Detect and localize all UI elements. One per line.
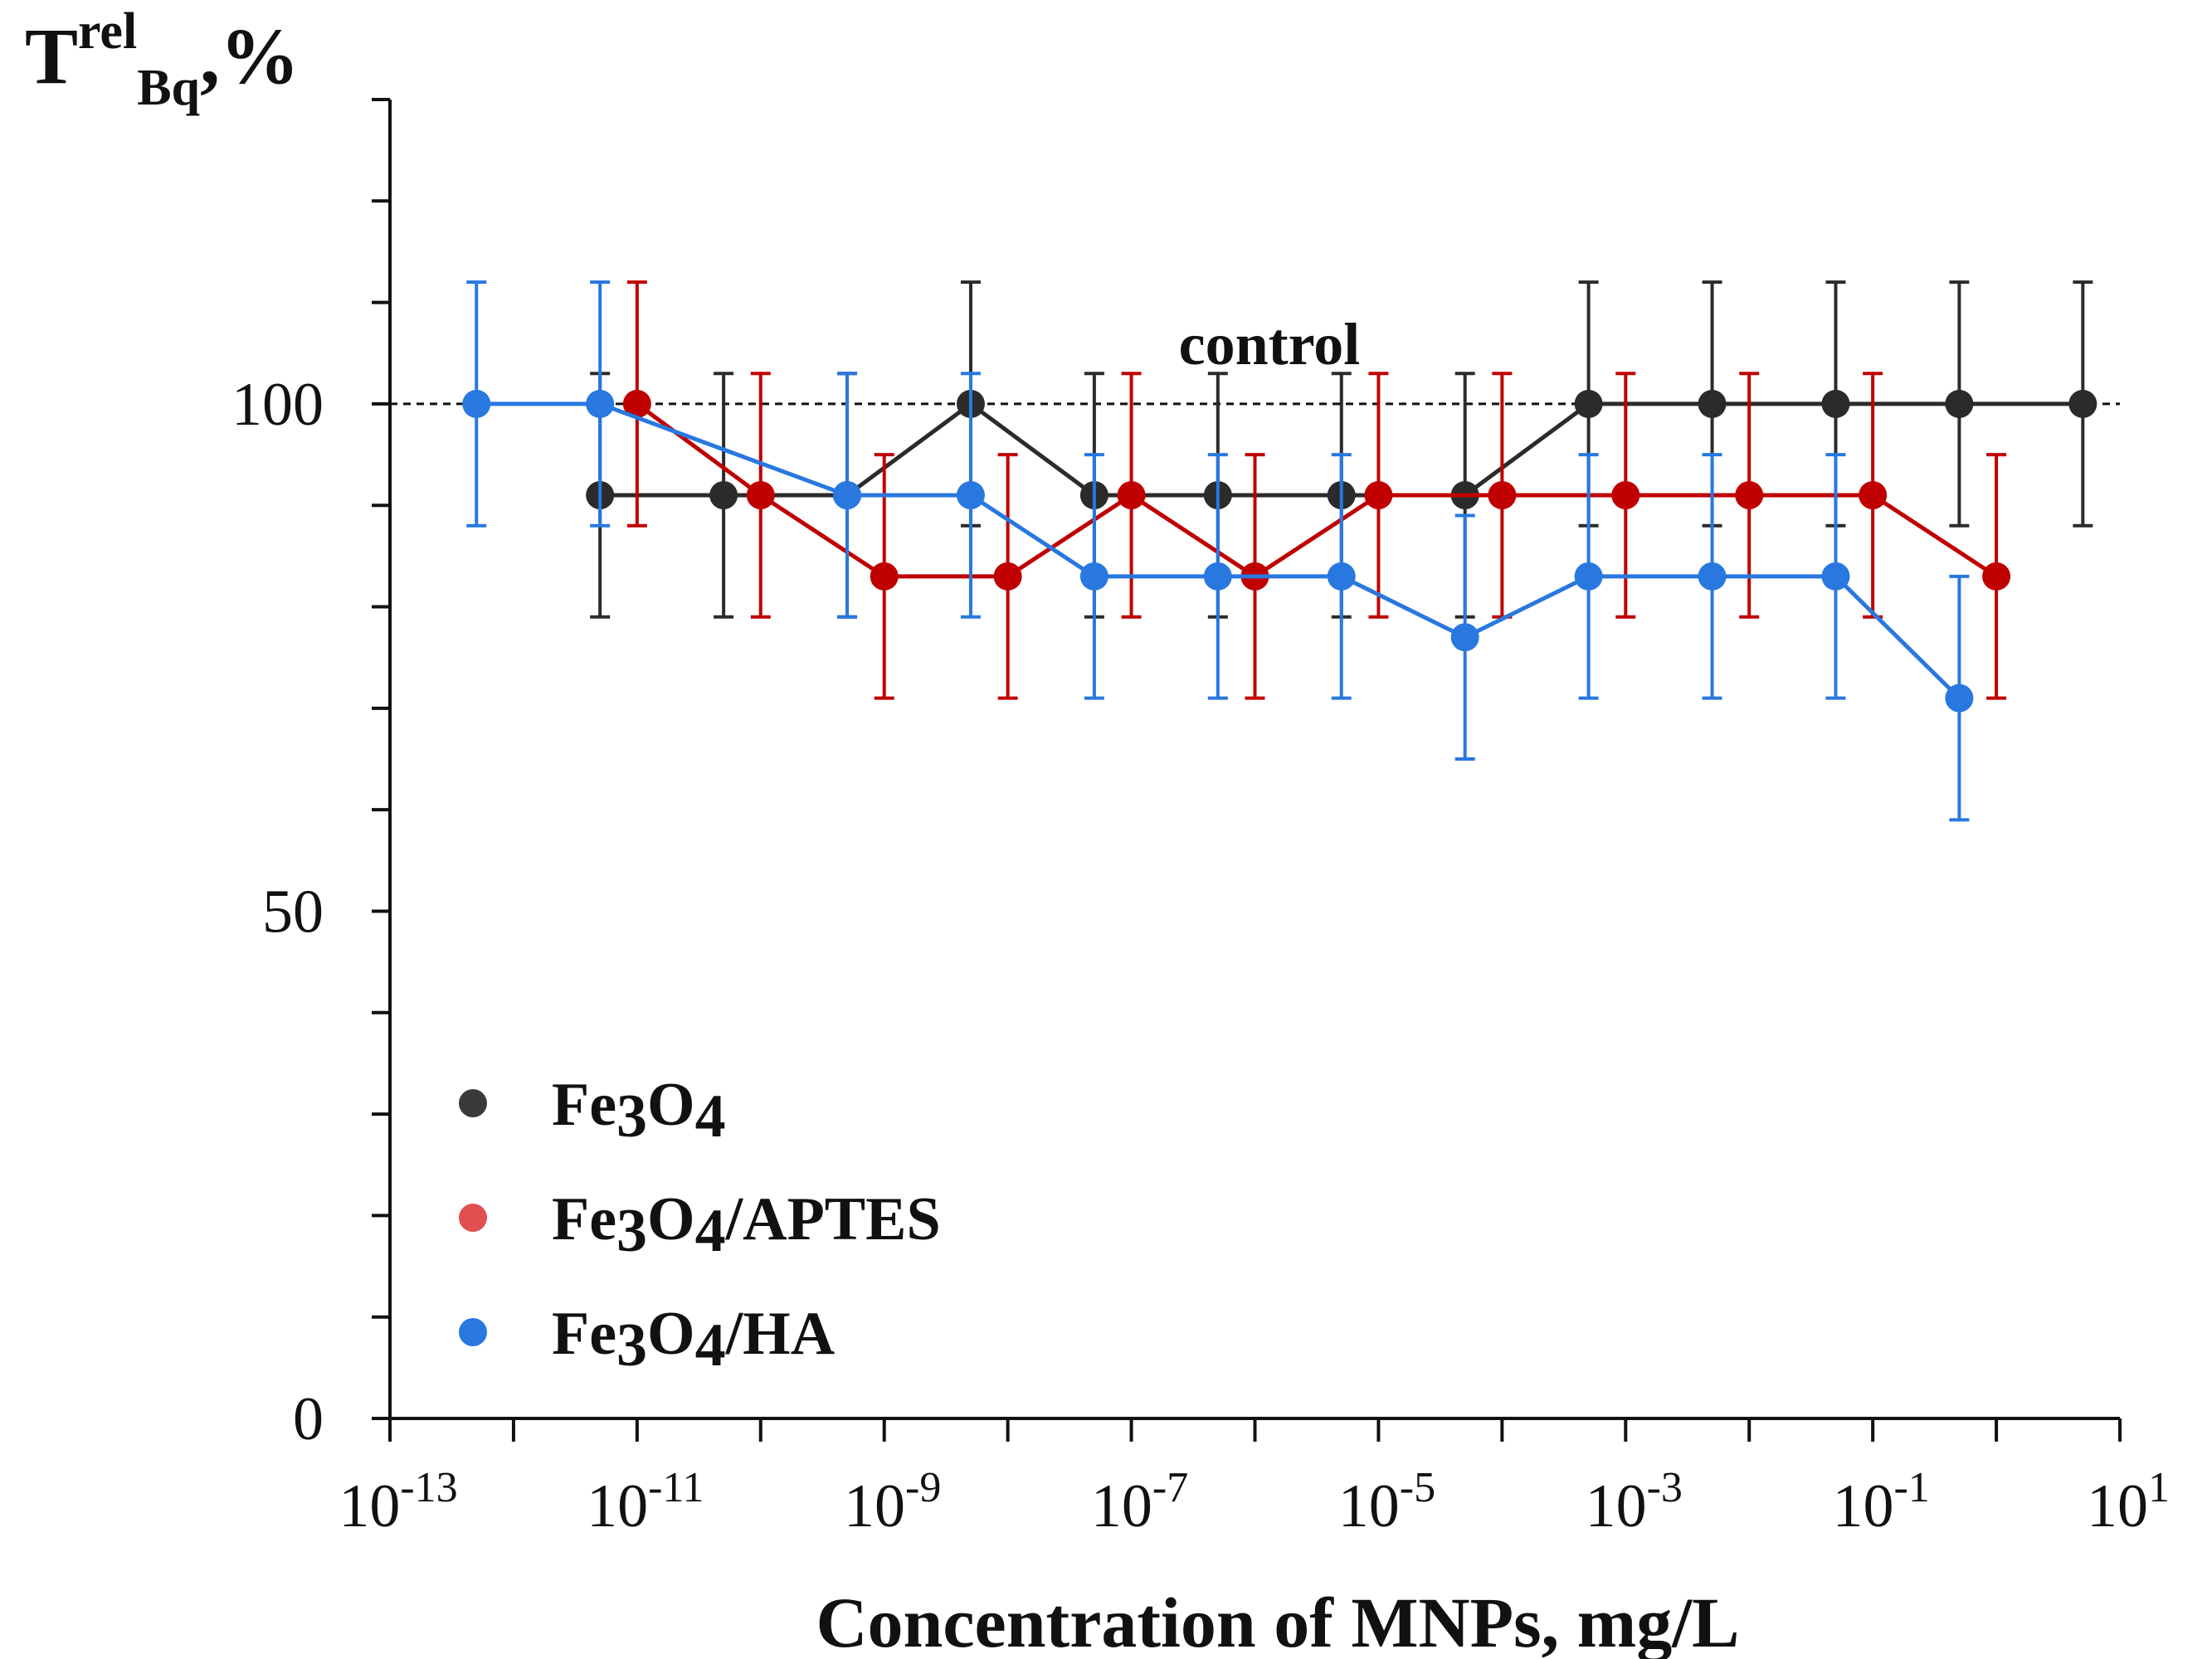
control-layer: control xyxy=(390,311,2120,406)
data-point xyxy=(1698,389,1727,418)
series-line xyxy=(476,401,1961,700)
data-point xyxy=(1079,562,1108,591)
data-point xyxy=(1327,562,1356,591)
data-point xyxy=(833,481,862,509)
control-label: control xyxy=(1179,311,1361,377)
data-point xyxy=(1821,389,1850,418)
data-point xyxy=(1821,562,1850,591)
data-point xyxy=(1982,562,2011,591)
data-point xyxy=(1859,481,1888,509)
data-point xyxy=(462,389,491,418)
series-line xyxy=(636,401,1998,579)
x-tick-label: 10-3 xyxy=(1586,1464,1683,1540)
series-layer xyxy=(462,280,2098,822)
legend: Fe3O4 Fe3O4/APTES Fe3O4/HA xyxy=(459,1071,941,1379)
data-point xyxy=(622,389,651,418)
x-tick-label: 10-11 xyxy=(587,1464,704,1540)
y-tick-label: 0 xyxy=(293,1385,324,1453)
series-fe3o4-ha xyxy=(462,280,1974,822)
data-point xyxy=(1698,562,1727,591)
data-point xyxy=(1364,481,1393,509)
data-point xyxy=(709,481,738,509)
x-tick-label: 10-7 xyxy=(1091,1464,1188,1540)
data-point xyxy=(586,389,615,418)
data-point xyxy=(1574,562,1603,591)
data-point xyxy=(870,562,899,591)
data-point xyxy=(2068,389,2098,418)
data-point xyxy=(1611,481,1640,509)
data-point xyxy=(993,562,1022,591)
legend-marker xyxy=(459,1318,487,1346)
x-tick-label: 10-5 xyxy=(1338,1464,1435,1540)
x-tick-label: 10-13 xyxy=(339,1464,457,1540)
legend-marker xyxy=(459,1204,487,1232)
data-point xyxy=(1450,623,1479,652)
y-axis-title: TrelBq,% xyxy=(25,3,300,116)
data-point xyxy=(1488,481,1517,509)
data-point xyxy=(1945,684,1974,713)
y-tick-label: 100 xyxy=(231,371,324,439)
data-point xyxy=(1945,389,1974,418)
legend-marker xyxy=(459,1089,487,1117)
x-tick-label: 10-1 xyxy=(1832,1464,1929,1540)
axes-layer: 0 50 100 10-13 10-11 10-9 10-7 10-5 10-3 10-1 101 xyxy=(231,98,2170,1540)
x-tick-label: 101 xyxy=(2087,1464,2170,1540)
x-tick-label: 10-9 xyxy=(844,1464,941,1540)
data-point xyxy=(1203,562,1232,591)
data-point xyxy=(1117,481,1146,509)
legend-label: Fe3O4/HA xyxy=(552,1300,835,1379)
y-tick-label: 50 xyxy=(262,878,324,946)
data-point xyxy=(1574,389,1603,418)
data-point xyxy=(956,481,985,509)
data-point xyxy=(1735,481,1764,509)
legend-label: Fe3O4 xyxy=(552,1071,726,1151)
data-point xyxy=(746,481,775,509)
legend-label: Fe3O4/APTES xyxy=(552,1185,941,1265)
x-axis-title: Concentration of MNPs, mg/L xyxy=(816,1583,1739,1659)
